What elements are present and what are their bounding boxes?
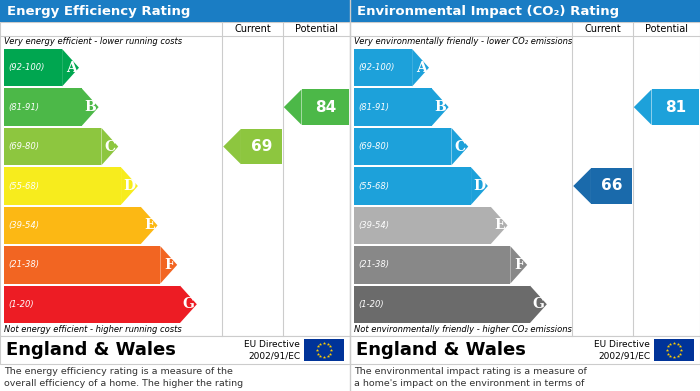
Polygon shape bbox=[452, 128, 468, 165]
Polygon shape bbox=[82, 88, 99, 126]
Text: England & Wales: England & Wales bbox=[6, 341, 176, 359]
Polygon shape bbox=[102, 128, 118, 165]
Text: B: B bbox=[85, 100, 96, 114]
Bar bbox=[4, 128, 101, 165]
Polygon shape bbox=[412, 49, 429, 86]
Text: D: D bbox=[123, 179, 135, 193]
Bar bbox=[354, 207, 491, 244]
Bar bbox=[0, 0, 350, 22]
Text: Energy Efficiency Rating: Energy Efficiency Rating bbox=[7, 5, 190, 18]
Bar bbox=[4, 49, 62, 86]
Text: (39-54): (39-54) bbox=[358, 221, 389, 230]
Text: Potential: Potential bbox=[645, 24, 688, 34]
Text: Environmental Impact (CO₂) Rating: Environmental Impact (CO₂) Rating bbox=[357, 5, 619, 18]
Bar bbox=[0, 22, 350, 336]
Text: EU Directive
2002/91/EC: EU Directive 2002/91/EC bbox=[244, 340, 300, 360]
Text: (21-38): (21-38) bbox=[358, 260, 389, 269]
Text: D: D bbox=[473, 179, 485, 193]
Text: (1-20): (1-20) bbox=[8, 300, 34, 309]
Text: Not energy efficient - higher running costs: Not energy efficient - higher running co… bbox=[4, 325, 182, 334]
Bar bbox=[4, 285, 180, 323]
Text: (55-68): (55-68) bbox=[8, 181, 39, 190]
Polygon shape bbox=[530, 285, 547, 323]
Text: EU Directive
2002/91/EC: EU Directive 2002/91/EC bbox=[594, 340, 650, 360]
Text: (1-20): (1-20) bbox=[358, 300, 384, 309]
Text: Not environmentally friendly - higher CO₂ emissions: Not environmentally friendly - higher CO… bbox=[354, 325, 572, 334]
Bar bbox=[354, 246, 510, 283]
Polygon shape bbox=[180, 285, 197, 323]
Text: Very environmentally friendly - lower CO₂ emissions: Very environmentally friendly - lower CO… bbox=[354, 38, 573, 47]
Bar bbox=[354, 88, 432, 126]
Bar bbox=[652, 90, 699, 125]
Polygon shape bbox=[62, 49, 79, 86]
Polygon shape bbox=[634, 90, 652, 125]
Polygon shape bbox=[510, 246, 527, 283]
Bar bbox=[350, 0, 700, 22]
Bar bbox=[354, 167, 471, 205]
Polygon shape bbox=[471, 167, 488, 205]
Polygon shape bbox=[284, 90, 302, 125]
Text: G: G bbox=[183, 297, 195, 311]
Text: (55-68): (55-68) bbox=[358, 181, 389, 190]
Polygon shape bbox=[573, 168, 591, 204]
Text: (81-91): (81-91) bbox=[358, 103, 389, 112]
Bar bbox=[591, 168, 632, 204]
Bar bbox=[4, 167, 121, 205]
Text: (21-38): (21-38) bbox=[8, 260, 39, 269]
Text: C: C bbox=[104, 140, 116, 154]
Polygon shape bbox=[121, 167, 138, 205]
Text: 84: 84 bbox=[314, 100, 336, 115]
Bar bbox=[350, 22, 700, 336]
Bar bbox=[354, 128, 452, 165]
Text: Potential: Potential bbox=[295, 24, 338, 34]
Text: England & Wales: England & Wales bbox=[356, 341, 526, 359]
Polygon shape bbox=[432, 88, 449, 126]
Text: A: A bbox=[66, 61, 76, 75]
Text: (69-80): (69-80) bbox=[8, 142, 39, 151]
Polygon shape bbox=[491, 207, 508, 244]
Bar bbox=[302, 90, 349, 125]
Text: 66: 66 bbox=[601, 179, 622, 194]
Text: F: F bbox=[514, 258, 525, 272]
Bar bbox=[4, 88, 82, 126]
Bar bbox=[241, 129, 282, 164]
Text: E: E bbox=[494, 219, 505, 232]
Text: (81-91): (81-91) bbox=[8, 103, 39, 112]
Text: (39-54): (39-54) bbox=[8, 221, 39, 230]
Text: E: E bbox=[144, 219, 155, 232]
Text: 69: 69 bbox=[251, 139, 272, 154]
Text: (92-100): (92-100) bbox=[8, 63, 44, 72]
Bar bbox=[4, 246, 160, 283]
Bar bbox=[354, 285, 530, 323]
Bar bbox=[0, 336, 350, 364]
Polygon shape bbox=[141, 207, 158, 244]
Polygon shape bbox=[223, 129, 241, 164]
Bar bbox=[354, 49, 412, 86]
Polygon shape bbox=[160, 246, 177, 283]
Text: A: A bbox=[416, 61, 426, 75]
Text: G: G bbox=[533, 297, 545, 311]
Text: The energy efficiency rating is a measure of the
overall efficiency of a home. T: The energy efficiency rating is a measur… bbox=[4, 367, 243, 391]
Bar bbox=[4, 207, 141, 244]
Text: Very energy efficient - lower running costs: Very energy efficient - lower running co… bbox=[4, 38, 182, 47]
Text: Current: Current bbox=[234, 24, 271, 34]
Bar bbox=[654, 339, 694, 361]
Text: Current: Current bbox=[584, 24, 621, 34]
Bar bbox=[304, 339, 344, 361]
Text: (69-80): (69-80) bbox=[358, 142, 389, 151]
Text: (92-100): (92-100) bbox=[358, 63, 394, 72]
Bar bbox=[350, 336, 700, 364]
Text: The environmental impact rating is a measure of
a home's impact on the environme: The environmental impact rating is a mea… bbox=[354, 367, 587, 391]
Text: F: F bbox=[164, 258, 175, 272]
Text: 81: 81 bbox=[665, 100, 686, 115]
Text: B: B bbox=[435, 100, 446, 114]
Text: C: C bbox=[454, 140, 466, 154]
